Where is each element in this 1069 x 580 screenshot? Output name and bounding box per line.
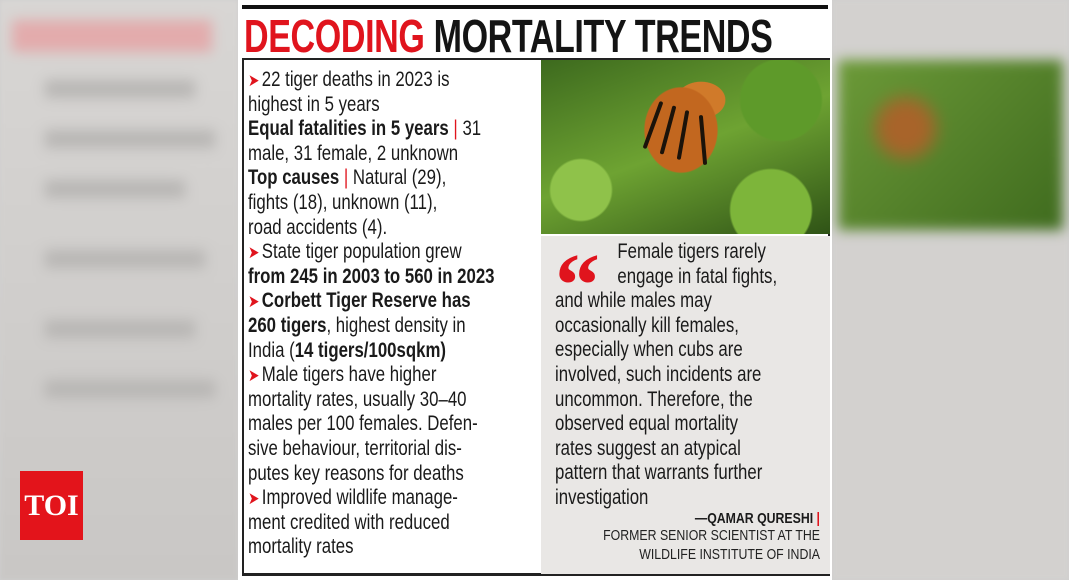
fact-line: male, 31 female, 2 unknown — [248, 142, 480, 167]
fact-line: fights (18), unknown (11), — [248, 191, 480, 216]
quote-line: investigation — [555, 485, 649, 509]
quote-panel: “ Female tigers rarely engage in fatal fi… — [541, 236, 830, 574]
quote-mark-icon: “ — [555, 236, 600, 335]
fact-text: fights (18), unknown (11), — [248, 190, 438, 214]
fact-line: mortality rates — [248, 535, 480, 560]
bullet-arrow-icon: ➤ — [248, 489, 260, 509]
quote-line: uncommon. Therefore, the — [555, 387, 753, 411]
fact-line: Top causes | Natural (29), — [248, 166, 480, 191]
fact-text: State tiger population grew — [261, 240, 462, 264]
fact-line: mortality rates, usually 30–40 — [248, 388, 480, 413]
fact-text: 31 — [462, 117, 482, 141]
attribution: —QAMAR QURESHI | FORMER SENIOR SCIENTIST… — [540, 510, 820, 565]
fact-text: highest in 5 years — [248, 92, 380, 116]
fact-line: from 245 in 2003 to 560 in 2023 — [248, 265, 495, 290]
author-designation-1: FORMER SENIOR SCIENTIST AT THE — [603, 528, 820, 544]
quote-line: and while males may — [555, 289, 712, 313]
bullet-arrow-icon: ➤ — [248, 243, 260, 263]
author-name: —QAMAR QURESHI — [694, 510, 814, 527]
fact-line: 260 tigers, highest density in — [248, 314, 480, 339]
quote-line: Female tigers rarely — [617, 240, 766, 263]
quote-text: Female tigers rarely engage in fatal figh… — [555, 240, 835, 511]
fact-line: ment credited with reduced — [248, 511, 480, 536]
fact-text: road accidents (4). — [248, 215, 388, 239]
top-rule — [242, 5, 828, 9]
fact-text: ment credited with reduced — [248, 510, 450, 534]
fact-text: Top causes — [248, 166, 340, 190]
fact-text: 260 tigers — [248, 313, 327, 337]
fact-line: putes key reasons for deaths — [248, 462, 480, 487]
quote-line: pattern that warrants further — [555, 461, 763, 485]
fact-text: 14 tigers/100sqkm) — [294, 338, 446, 362]
author-designation-2: WILDLIFE INSTITUTE OF INDIA — [639, 547, 820, 563]
fact-line: males per 100 females. Defen- — [248, 412, 480, 437]
infographic: DECODING MORTALITY TRENDS ➤ 22 tiger deat… — [238, 0, 832, 580]
content-box: ➤ 22 tiger deaths in 2023 is highest in 5 … — [242, 58, 830, 576]
fact-line: ➤ Improved wildlife manage- — [248, 486, 480, 511]
quote-line: engage in fatal fights, — [617, 264, 778, 288]
bullet-arrow-icon: ➤ — [248, 292, 260, 312]
fact-text: India ( — [248, 338, 295, 362]
fact-text: males per 100 females. Defen- — [248, 412, 478, 436]
fact-text: Improved wildlife manage- — [261, 486, 458, 510]
quote-line: observed equal mortality — [555, 412, 739, 436]
fact-line: road accidents (4). — [248, 216, 480, 241]
headline-black: MORTALITY TRENDS — [433, 10, 773, 62]
fact-text: Natural (29), — [352, 166, 447, 190]
quote-line: especially when cubs are — [555, 338, 743, 362]
quote-line: occasionally kill females, — [555, 313, 739, 337]
blurred-background-right — [832, 0, 1069, 580]
separator: | — [339, 166, 353, 190]
fact-line: ➤ Corbett Tiger Reserve has — [248, 289, 480, 314]
fact-line: ➤ 22 tiger deaths in 2023 is — [248, 68, 480, 93]
bullet-arrow-icon: ➤ — [248, 71, 260, 90]
fact-text: mortality rates — [248, 535, 354, 559]
fact-text: male, 31 female, 2 unknown — [248, 141, 459, 165]
headline: DECODING MORTALITY TRENDS — [244, 10, 773, 62]
tiger-photo — [541, 60, 830, 234]
fact-line: highest in 5 years — [248, 93, 480, 118]
facts-column: ➤ 22 tiger deaths in 2023 is highest in 5 … — [248, 68, 538, 560]
fact-line: Equal fatalities in 5 years | 31 — [248, 117, 482, 142]
fact-line: ➤ State tiger population grew — [248, 240, 480, 265]
fact-text: Equal fatalities in 5 years — [248, 117, 449, 141]
fact-text: putes key reasons for deaths — [248, 461, 464, 485]
quote-line: involved, such incidents are — [555, 362, 762, 386]
separator: | — [448, 117, 463, 141]
fact-text: Male tigers have higher — [261, 363, 437, 387]
fact-text: , highest density in — [326, 313, 466, 337]
fact-line: sive behaviour, territorial dis- — [248, 437, 480, 462]
bullet-arrow-icon: ➤ — [248, 366, 260, 386]
fact-text: 22 tiger deaths in 2023 is — [261, 68, 450, 91]
fact-text: from 245 in 2003 to 560 in 2023 — [248, 264, 495, 288]
toi-logo: TOI — [20, 471, 83, 540]
fact-line: ➤ Male tigers have higher — [248, 363, 480, 388]
fact-text: mortality rates, usually 30–40 — [248, 387, 467, 411]
fact-text: Corbett Tiger Reserve has — [261, 289, 471, 313]
quote-line: rates suggest an atypical — [555, 436, 741, 460]
quote-author: —QAMAR QURESHI | — [694, 510, 820, 527]
headline-red: DECODING — [244, 10, 425, 62]
fact-line: India (14 tigers/100sqkm) — [248, 339, 480, 364]
fact-text: sive behaviour, territorial dis- — [248, 436, 462, 460]
